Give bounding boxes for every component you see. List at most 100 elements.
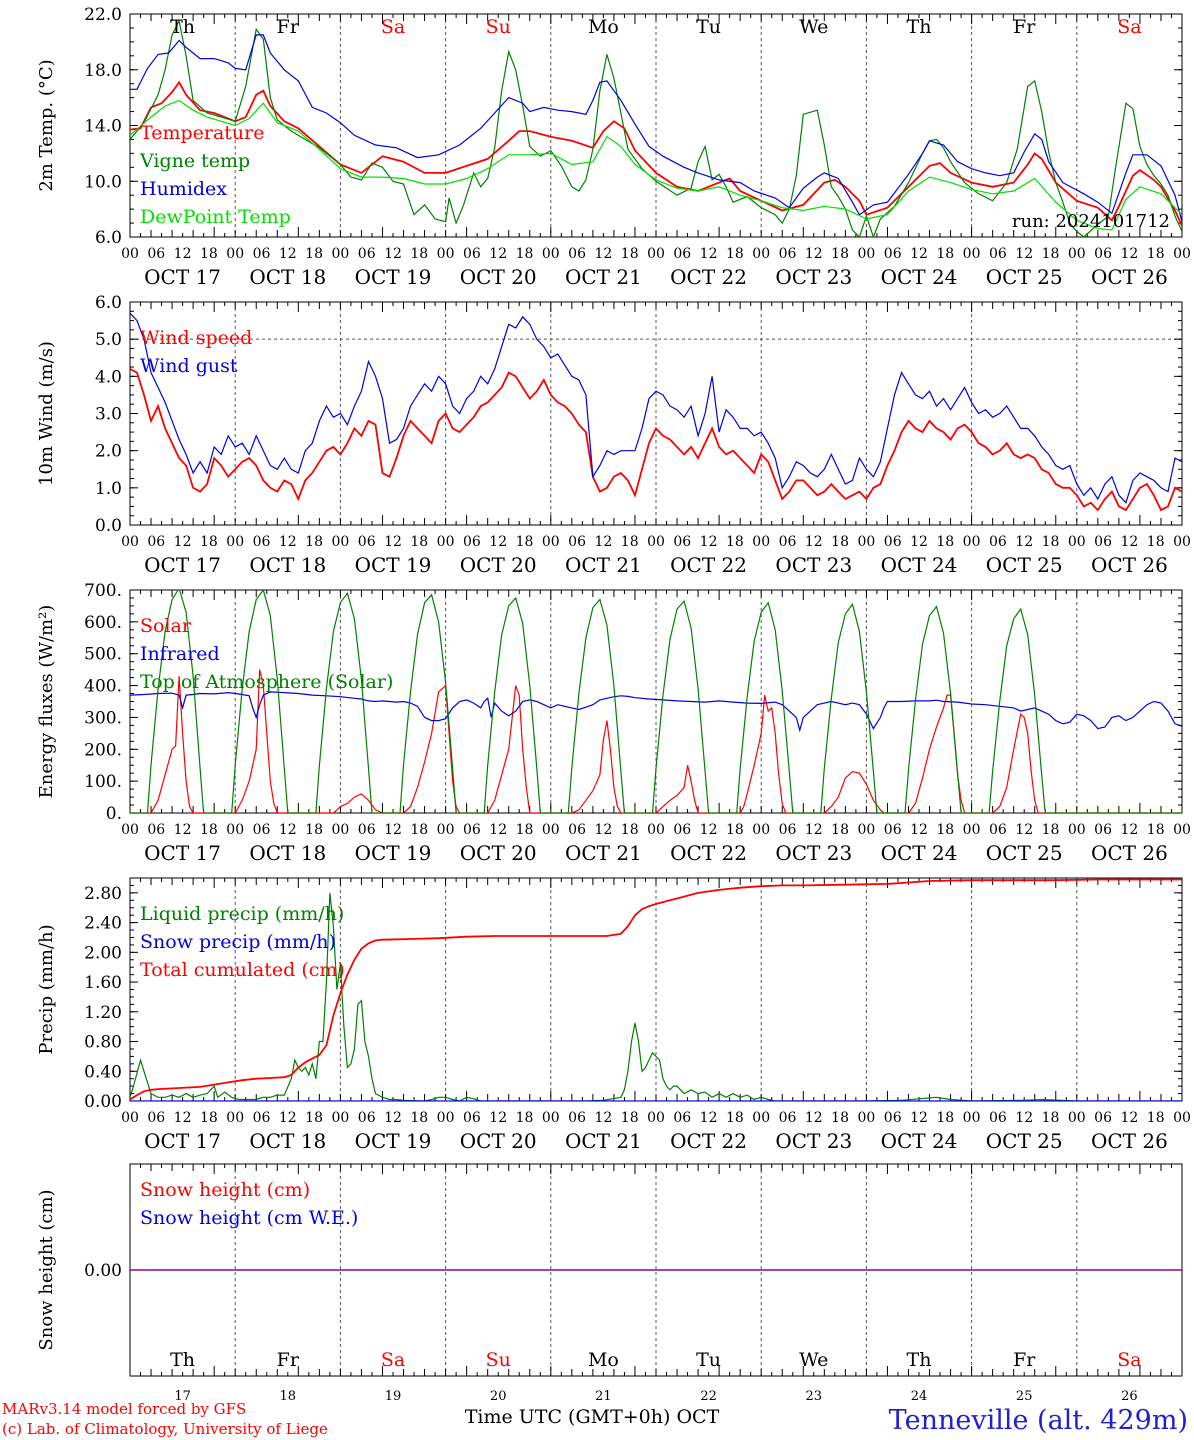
date-label: OCT 17 bbox=[144, 841, 221, 865]
hour-tick-label: 18 bbox=[305, 822, 323, 838]
hour-tick-label: 00 bbox=[752, 1110, 770, 1126]
hour-tick-label: 18 bbox=[831, 534, 849, 550]
date-label: OCT 22 bbox=[670, 265, 747, 289]
hour-tick-label: 00 bbox=[857, 1110, 875, 1126]
y-tick-label: 0.80 bbox=[84, 1033, 122, 1053]
hour-tick-label: 00 bbox=[226, 534, 244, 550]
day-name-top: Sa bbox=[1117, 16, 1141, 38]
hour-tick-label: 00 bbox=[331, 822, 349, 838]
date-label: OCT 21 bbox=[565, 553, 642, 577]
hour-tick-label: 12 bbox=[805, 822, 823, 838]
hour-tick-label: 06 bbox=[568, 822, 586, 838]
date-label: OCT 19 bbox=[355, 1129, 432, 1153]
hour-tick-label: 12 bbox=[910, 1110, 928, 1126]
hour-tick-label: 00 bbox=[857, 534, 875, 550]
hour-tick-label: 18 bbox=[621, 246, 639, 262]
day-number: 26 bbox=[1121, 1389, 1138, 1404]
hour-tick-label: 00 bbox=[437, 246, 455, 262]
hour-tick-label: 00 bbox=[752, 246, 770, 262]
hour-tick-label: 12 bbox=[1015, 822, 1033, 838]
hour-tick-label: 12 bbox=[384, 822, 402, 838]
y-tick-label: 700. bbox=[84, 581, 122, 601]
precip-axis-label: Precip (mm/h) bbox=[36, 924, 57, 1054]
legend-humidex: Humidex bbox=[140, 178, 227, 200]
hour-tick-label: 00 bbox=[963, 1110, 981, 1126]
date-label: OCT 22 bbox=[670, 841, 747, 865]
y-tick-label: 0. bbox=[106, 804, 122, 824]
hour-tick-label: 12 bbox=[1015, 246, 1033, 262]
legend-wind-speed: Wind speed bbox=[140, 327, 252, 349]
hour-tick-label: 18 bbox=[516, 246, 534, 262]
hour-tick-label: 06 bbox=[147, 1110, 165, 1126]
day-name-top: Sa bbox=[381, 16, 405, 38]
y-tick-label: 2.00 bbox=[84, 943, 122, 963]
hour-tick-label: 06 bbox=[989, 822, 1007, 838]
hour-tick-label: 06 bbox=[779, 1110, 797, 1126]
series-line-humidex bbox=[130, 34, 1182, 222]
hour-tick-label: 00 bbox=[331, 1110, 349, 1126]
day-number: 20 bbox=[490, 1389, 507, 1404]
hour-tick-label: 00 bbox=[1068, 822, 1086, 838]
date-label: OCT 25 bbox=[986, 841, 1063, 865]
hour-tick-label: 12 bbox=[594, 1110, 612, 1126]
day-name-bottom: Sa bbox=[1117, 1349, 1141, 1371]
day-number: 18 bbox=[280, 1389, 297, 1404]
y-tick-label: 10.0 bbox=[84, 172, 122, 192]
series-line-vigne-temp bbox=[130, 19, 1182, 237]
hour-tick-label: 18 bbox=[410, 1110, 428, 1126]
day-name-top: We bbox=[799, 16, 828, 38]
hour-tick-label: 00 bbox=[1068, 1110, 1086, 1126]
day-name-bottom: Su bbox=[486, 1349, 511, 1371]
hour-tick-label: 18 bbox=[1042, 1110, 1060, 1126]
energy-panel: 0. 100. 200. 300. 400. 500. 600. 700. Energy flu… bbox=[36, 581, 1191, 865]
hour-tick-label: 12 bbox=[174, 246, 192, 262]
date-label: OCT 21 bbox=[565, 841, 642, 865]
station-name: Tenneville (alt. 429m) bbox=[889, 1405, 1188, 1436]
hour-tick-label: 18 bbox=[726, 822, 744, 838]
date-label: OCT 20 bbox=[460, 1129, 537, 1153]
temp-panel: 6.0 10.0 14.0 18.0 22.0 2m Temp. (°C) 00 06 12 18… bbox=[36, 5, 1191, 289]
hour-tick-label: 00 bbox=[647, 822, 665, 838]
hour-tick-label: 00 bbox=[1173, 822, 1191, 838]
hour-tick-label: 12 bbox=[700, 246, 718, 262]
hour-tick-label: 00 bbox=[121, 1110, 139, 1126]
hour-tick-label: 18 bbox=[1147, 246, 1165, 262]
date-label: OCT 26 bbox=[1091, 1129, 1168, 1153]
hour-tick-label: 00 bbox=[857, 822, 875, 838]
date-label: OCT 26 bbox=[1091, 841, 1168, 865]
hour-tick-label: 06 bbox=[253, 822, 271, 838]
date-label: OCT 26 bbox=[1091, 265, 1168, 289]
hour-tick-label: 12 bbox=[489, 1110, 507, 1126]
hour-tick-label: 06 bbox=[358, 1110, 376, 1126]
hour-tick-label: 00 bbox=[963, 534, 981, 550]
legend-temperature: Temperature bbox=[140, 122, 264, 144]
credit-model: MARv3.14 model forced by GFS bbox=[2, 1400, 246, 1418]
snow-panel: 0.00 Snow height (cm) Snow height (cm) Snow… bbox=[36, 1163, 1183, 1377]
legend-total-cumulated-cm: Total cumulated (cm) bbox=[140, 959, 345, 981]
hour-tick-label: 12 bbox=[279, 1110, 297, 1126]
day-name-top: Th bbox=[170, 16, 195, 38]
hour-tick-label: 18 bbox=[621, 822, 639, 838]
series-line-liquid-precip-mm-h bbox=[130, 892, 1182, 1101]
hour-tick-label: 06 bbox=[884, 534, 902, 550]
day-name-bottom: Fr bbox=[1013, 1349, 1036, 1371]
hour-tick-label: 06 bbox=[253, 246, 271, 262]
hour-tick-label: 12 bbox=[279, 822, 297, 838]
hour-tick-label: 18 bbox=[516, 822, 534, 838]
date-label: OCT 23 bbox=[775, 553, 852, 577]
wind-panel: 0.0 1.0 2.0 3.0 4.0 5.0 6.0 10m Wind (m/s) 00 06 1… bbox=[36, 293, 1191, 577]
hour-tick-label: 18 bbox=[200, 534, 218, 550]
date-label: OCT 19 bbox=[355, 553, 432, 577]
date-label: OCT 17 bbox=[144, 1129, 221, 1153]
hour-tick-label: 00 bbox=[437, 822, 455, 838]
series-line-dewpoint-temp bbox=[130, 99, 1182, 231]
hour-tick-label: 00 bbox=[437, 1110, 455, 1126]
y-tick-label: 100. bbox=[84, 772, 122, 792]
hour-tick-label: 18 bbox=[621, 1110, 639, 1126]
hour-tick-label: 12 bbox=[384, 534, 402, 550]
day-name-bottom: Fr bbox=[277, 1349, 300, 1371]
hour-tick-label: 18 bbox=[410, 822, 428, 838]
hour-tick-label: 06 bbox=[358, 534, 376, 550]
date-label: OCT 17 bbox=[144, 265, 221, 289]
